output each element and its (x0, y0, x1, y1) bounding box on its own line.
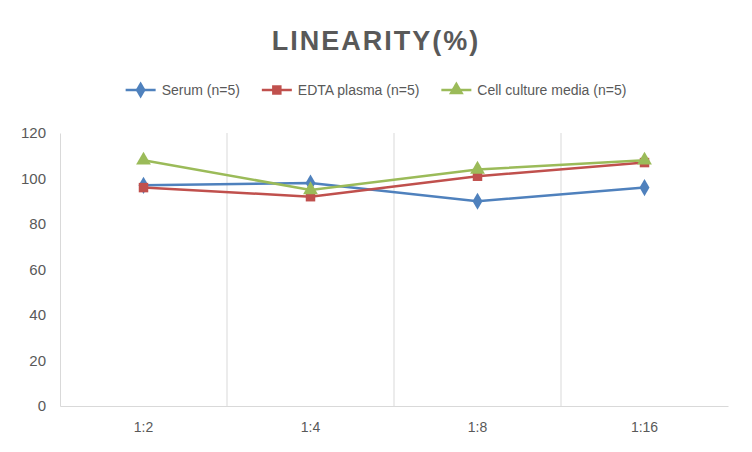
y-tick-label: 80 (29, 215, 46, 232)
legend-marker (449, 81, 464, 94)
series-marker (640, 179, 650, 196)
y-tick: 40 (29, 306, 60, 323)
y-tick: 60 (29, 261, 60, 278)
x-tick-label: 1:4 (301, 419, 321, 435)
legend-label: EDTA plasma (n=5) (298, 82, 420, 98)
x-tick: 1:8 (468, 406, 488, 435)
y-tick: 20 (29, 352, 60, 369)
legend-label: Cell culture media (n=5) (477, 82, 626, 98)
x-tick-label: 1:8 (468, 419, 488, 435)
series-marker (637, 152, 652, 165)
x-axis-line (61, 406, 729, 407)
x-tick-label: 1:2 (134, 419, 154, 435)
y-axis: 0 20 40 60 80 100 120 (21, 124, 61, 414)
series-marker (139, 177, 149, 194)
grid-line (561, 133, 562, 406)
x-axis: 1:2 1:4 1:8 1:16 (61, 406, 729, 435)
legend-item: Cell culture media (n=5) (441, 81, 626, 98)
legend-label: Serum (n=5) (162, 82, 240, 98)
legend: Serum (n=5) EDTA plasma (n=5) Cell culture… (126, 81, 627, 98)
legend-item: EDTA plasma (n=5) (262, 82, 420, 98)
series-marker (470, 161, 485, 174)
series-marker (139, 183, 148, 192)
series-marker (136, 152, 151, 165)
series-marker (303, 181, 318, 194)
y-tick-label: 40 (29, 306, 46, 323)
title: LINEARITY(%) (272, 26, 481, 56)
y-tick: 80 (29, 215, 60, 232)
x-tick: 1:16 (631, 406, 658, 435)
plot (136, 152, 652, 210)
y-axis-line (60, 134, 61, 407)
y-tick: 100 (21, 170, 60, 187)
grid-line (394, 133, 395, 406)
y-tick-label: 20 (29, 352, 46, 369)
y-tick-label: 120 (21, 124, 46, 141)
y-tick-label: 0 (38, 397, 46, 414)
y-tick: 120 (21, 124, 60, 141)
series-line (144, 160, 645, 190)
y-tick-label: 100 (21, 170, 46, 187)
legend-marker (136, 81, 146, 98)
y-tick-label: 60 (29, 261, 46, 278)
legend-item: Serum (n=5) (126, 81, 240, 98)
x-tick: 1:2 (134, 406, 154, 435)
x-tick-label: 1:16 (631, 419, 658, 435)
series-marker (473, 193, 483, 210)
y-tick: 0 (38, 397, 60, 414)
background (0, 0, 752, 452)
x-tick: 1:4 (301, 406, 321, 435)
legend-marker (272, 85, 281, 94)
